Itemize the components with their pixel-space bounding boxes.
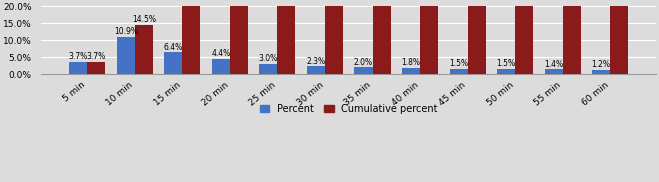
Text: 3.7%: 3.7% xyxy=(87,52,106,61)
Text: 3.0%: 3.0% xyxy=(259,54,278,63)
Bar xyxy=(610,0,628,74)
Bar xyxy=(230,0,248,74)
Text: 10.9%: 10.9% xyxy=(114,27,138,36)
Bar xyxy=(515,0,533,74)
Text: 14.5%: 14.5% xyxy=(132,15,156,24)
Bar xyxy=(307,66,325,74)
Bar xyxy=(212,59,230,74)
Bar xyxy=(164,52,183,74)
Text: 2.0%: 2.0% xyxy=(354,58,373,67)
Text: 2.3%: 2.3% xyxy=(306,57,326,66)
Text: 4.4%: 4.4% xyxy=(212,50,231,58)
Bar xyxy=(277,0,295,74)
Bar xyxy=(69,62,87,74)
Bar xyxy=(325,0,343,74)
Legend: Percent, Cumulative percent: Percent, Cumulative percent xyxy=(256,100,442,118)
Bar xyxy=(592,70,610,74)
Bar xyxy=(372,0,391,74)
Text: 1.5%: 1.5% xyxy=(496,59,515,68)
Bar xyxy=(260,64,277,74)
Bar xyxy=(117,37,135,74)
Bar xyxy=(355,67,372,74)
Text: 1.4%: 1.4% xyxy=(544,60,563,69)
Bar xyxy=(420,0,438,74)
Bar xyxy=(497,69,515,74)
Bar xyxy=(544,69,563,74)
Text: 6.4%: 6.4% xyxy=(163,43,183,52)
Text: 1.2%: 1.2% xyxy=(592,60,611,69)
Bar xyxy=(87,62,105,74)
Text: 3.7%: 3.7% xyxy=(69,52,88,61)
Bar xyxy=(563,0,581,74)
Bar xyxy=(135,25,153,74)
Bar xyxy=(468,0,486,74)
Text: 1.8%: 1.8% xyxy=(401,58,420,67)
Bar xyxy=(402,68,420,74)
Bar xyxy=(183,3,200,74)
Text: 1.5%: 1.5% xyxy=(449,59,468,68)
Bar xyxy=(449,69,468,74)
